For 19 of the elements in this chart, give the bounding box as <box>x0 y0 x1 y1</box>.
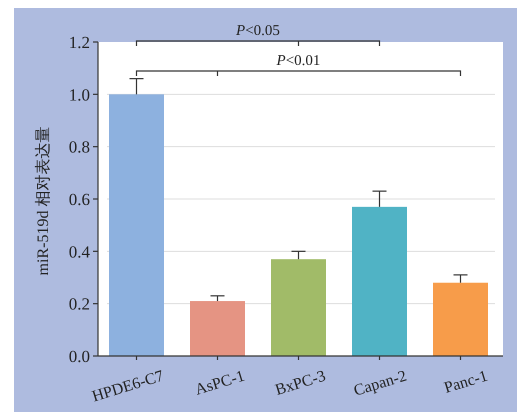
y-tick-label: 0.4 <box>68 242 90 262</box>
x-tick-label: BxPC-3 <box>273 368 328 399</box>
bar <box>433 282 488 356</box>
bar <box>190 301 245 356</box>
y-tick-label: 0.6 <box>68 190 90 209</box>
annotation: P<0.01 <box>276 53 320 69</box>
bar <box>352 206 407 356</box>
y-tick-label: 0.8 <box>68 138 90 157</box>
y-tick-label: 1.0 <box>68 85 90 104</box>
text: P<0.05 <box>235 23 280 39</box>
y-tick-label: 0.0 <box>68 347 90 366</box>
bar <box>109 94 164 356</box>
y-tick-label: 0.2 <box>68 294 90 314</box>
bar <box>271 259 326 356</box>
x-tick-label: Panc-1 <box>442 368 490 397</box>
x-tick-label: AsPC-1 <box>193 368 247 399</box>
y-axis-title: miR-519d 相对表达量 <box>34 126 52 276</box>
x-tick-label: Capan-2 <box>352 368 409 400</box>
y-tick-label: 1.2 <box>68 33 90 52</box>
